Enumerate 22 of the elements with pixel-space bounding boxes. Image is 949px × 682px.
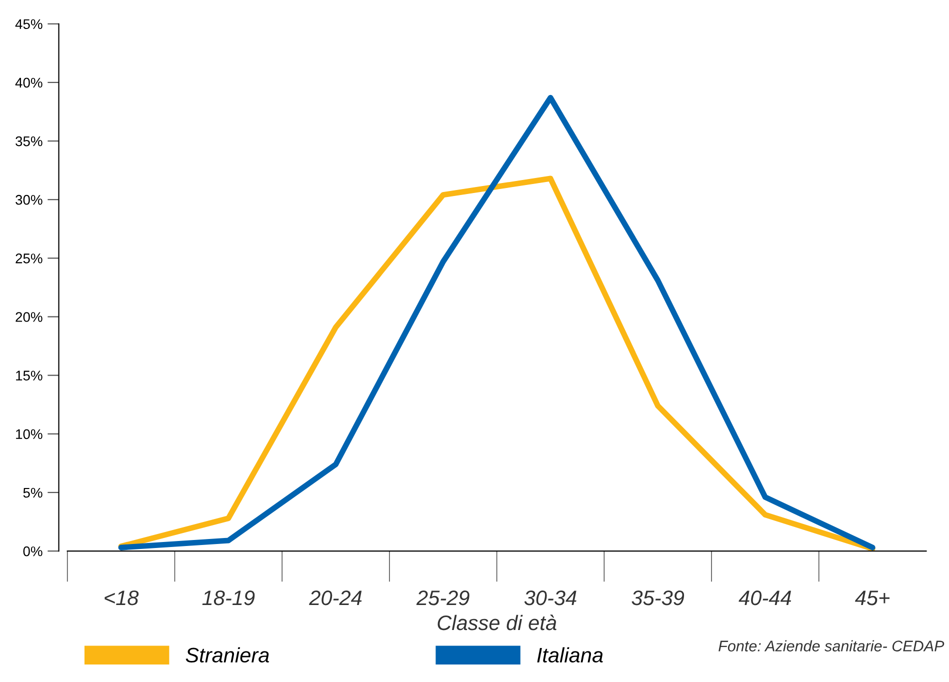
y-tick-label: 20%: [16, 312, 42, 322]
y-tick-label: 5%: [23, 488, 42, 498]
y-tick-label: 30%: [16, 194, 42, 205]
x-tick-label: 20-24: [309, 590, 362, 606]
x-tick-label: 25-29: [416, 590, 470, 606]
x-tick-label: <18: [104, 590, 139, 606]
x-tick-label: 30-34: [524, 590, 576, 606]
y-tick-label: 10%: [16, 429, 42, 440]
y-tick-label: 45%: [15, 19, 42, 30]
x-tick-label: 18-19: [202, 590, 255, 606]
x-axis-title: Classe di età: [438, 614, 556, 630]
x-tick-label: 35-39: [632, 590, 684, 606]
legend-label: Italiana: [537, 647, 603, 663]
y-tick-label: 25%: [16, 254, 42, 264]
legend-label: Straniera: [186, 647, 270, 663]
y-tick-label: 35%: [16, 136, 42, 146]
y-tick-label: 15%: [16, 370, 42, 380]
x-tick-label: 40-44: [738, 590, 792, 606]
source-note: Fonte: Aziende sanitarie- CEDAP: [718, 640, 944, 652]
y-tick-label: 0%: [23, 546, 42, 556]
x-tick-label: 45+: [855, 590, 890, 606]
y-tick-label: 40%: [15, 78, 42, 88]
